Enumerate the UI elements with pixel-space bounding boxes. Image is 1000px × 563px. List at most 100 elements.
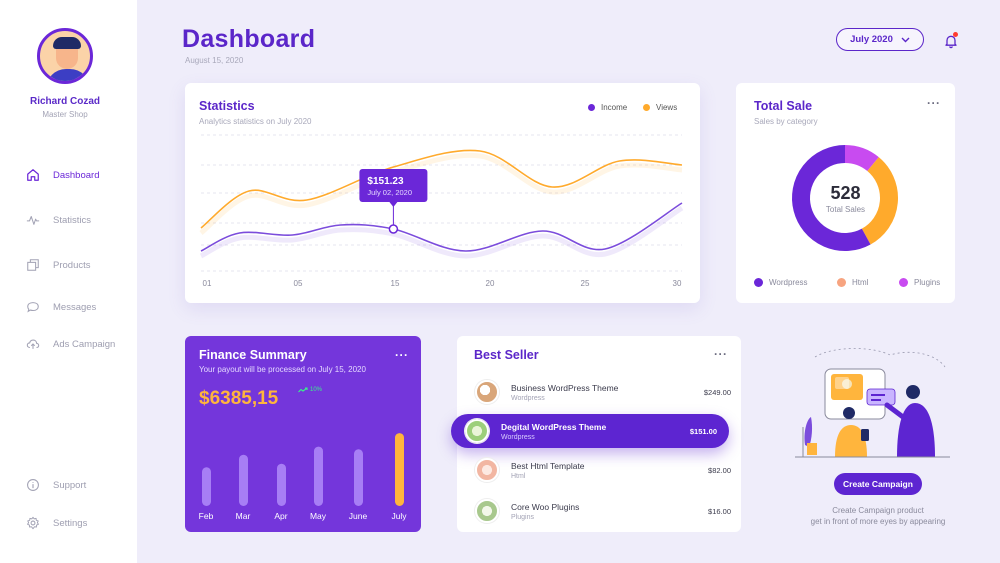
product-thumbnail <box>465 419 489 443</box>
more-options-icon[interactable]: ··· <box>927 96 941 110</box>
list-item[interactable]: Core Woo Plugins Plugins $16.00 <box>471 493 731 529</box>
sidebar-item-label: Products <box>53 259 91 271</box>
sidebar-item-label: Settings <box>53 517 88 529</box>
sidebar-item-ads-campaign[interactable]: Ads Campaign <box>26 336 115 352</box>
sidebar-item-label: Messages <box>53 301 97 313</box>
sidebar-item-label: Dashboard <box>53 169 100 181</box>
product-thumbnail <box>475 458 499 482</box>
product-category: Html <box>511 472 526 480</box>
series-shadow-views <box>199 152 683 235</box>
total-sale-title: Total Sale <box>754 99 813 113</box>
info-icon <box>27 479 39 491</box>
bar-may[interactable] <box>314 446 323 506</box>
total-sale-subtitle: Sales by category <box>754 117 818 126</box>
series-line-views <box>200 149 683 229</box>
create-campaign-button[interactable]: Create Campaign <box>834 473 922 495</box>
legend-views-swatch <box>643 104 650 111</box>
product-category: Wordpress <box>511 394 545 402</box>
legend-plugins-swatch <box>899 278 908 287</box>
sidebar-item-products[interactable]: Products <box>26 257 91 273</box>
message-icon <box>27 302 39 313</box>
legend-html-label: Html <box>852 278 869 287</box>
legend-plugins-label: Plugins <box>914 278 941 287</box>
list-item[interactable]: Best Html Template Html $82.00 <box>471 452 731 488</box>
page-title: Dashboard <box>182 25 316 53</box>
x-tick-label: 20 <box>486 279 495 288</box>
legend-views-label: Views <box>656 103 678 112</box>
campaign-description-line1: Create Campaign product <box>832 506 924 515</box>
sidebar-item-settings[interactable]: Settings <box>26 515 87 531</box>
products-icon <box>27 259 39 271</box>
donut-slice-html[interactable] <box>861 157 898 245</box>
sidebar: Richard Cozad Master Shop Dashboard Stat… <box>0 0 137 563</box>
bar-apr[interactable] <box>277 463 286 506</box>
campaign-illustration <box>795 348 950 458</box>
bar-june[interactable] <box>354 449 363 506</box>
finance-subtitle: Your payout will be processed on July 15… <box>199 365 366 374</box>
total-sale-value: 528 <box>830 183 861 203</box>
notification-badge <box>953 32 958 37</box>
product-name: Business WordPress Theme <box>511 382 619 393</box>
bar-label-apr: Apr <box>274 511 288 521</box>
avatar-hair <box>53 37 81 49</box>
legend-html: Html <box>837 278 868 287</box>
campaign-description-line2: get in front of more eyes by appearing <box>810 516 946 526</box>
pulse-icon <box>26 215 40 225</box>
bar-july[interactable] <box>395 433 404 506</box>
list-item-selected[interactable]: Degital WordPress Theme Wordpress $151.0… <box>451 414 729 448</box>
chevron-down-icon <box>901 37 910 42</box>
product-price: $16.00 <box>708 506 731 516</box>
product-thumbnail <box>475 380 499 404</box>
series-shadow-income <box>199 205 684 259</box>
sidebar-item-support[interactable]: Support <box>26 477 86 493</box>
product-thumbnail <box>475 499 499 523</box>
list-item[interactable]: Business WordPress Theme Wordpress $249.… <box>471 374 731 410</box>
donut-slice-plugins[interactable] <box>844 145 879 172</box>
user-name: Richard Cozad <box>29 96 100 107</box>
sidebar-item-statistics[interactable]: Statistics <box>26 212 91 228</box>
product-price: $249.00 <box>703 387 731 397</box>
legend-plugins: Plugins <box>899 278 940 287</box>
sidebar-item-dashboard[interactable]: Dashboard <box>26 167 99 183</box>
statistics-subtitle: Analytics statistics on July 2020 <box>199 117 312 126</box>
home-icon <box>27 169 39 181</box>
sidebar-item-messages[interactable]: Messages <box>26 299 96 315</box>
bar-mar[interactable] <box>239 454 248 506</box>
avatar-body <box>46 69 90 81</box>
month-select-value: July 2020 <box>850 34 893 45</box>
more-options-icon[interactable]: ··· <box>714 347 728 361</box>
bar-label-feb: Feb <box>198 511 214 521</box>
avatar[interactable] <box>37 28 93 84</box>
legend-income-label: Income <box>601 103 628 112</box>
tooltip-value: $151.23 <box>367 176 404 187</box>
trend-up-icon <box>298 387 308 393</box>
product-price: $82.00 <box>708 465 731 475</box>
statistics-card: Statistics Analytics statistics on July … <box>185 83 700 303</box>
donut-slice-wordpress[interactable] <box>792 145 871 251</box>
gear-icon <box>27 516 39 530</box>
data-point-marker[interactable] <box>388 224 399 234</box>
bar-label-june: June <box>348 511 368 521</box>
total-sale-label: Total Sales <box>825 205 866 214</box>
bell-icon[interactable] <box>943 33 959 49</box>
legend-views: Views <box>643 103 677 112</box>
statistics-title: Statistics <box>199 99 255 113</box>
bar-feb[interactable] <box>202 467 211 506</box>
chart-tooltip <box>359 169 428 202</box>
finance-amount: $6385,15 <box>199 388 279 409</box>
bar-label-may: May <box>309 511 327 521</box>
x-tick-label: 25 <box>581 279 590 288</box>
legend-wordpress-swatch <box>754 278 763 287</box>
bar-label-mar: Mar <box>235 511 251 521</box>
month-select[interactable]: July 2020 <box>836 28 924 51</box>
more-options-icon[interactable]: ··· <box>395 348 409 362</box>
tooltip-date: July 02, 2020 <box>367 188 412 197</box>
finance-change-value: 10% <box>310 387 323 393</box>
finance-change: 10% <box>298 387 322 393</box>
campaign-description: Create Campaign product get in front of … <box>790 506 966 527</box>
cloud-upload-icon <box>26 339 40 349</box>
product-price: $151.00 <box>689 426 717 436</box>
legend-wordpress: Wordpress <box>754 278 808 287</box>
product-name: Degital WordPress Theme <box>501 421 607 432</box>
sidebar-item-label: Support <box>53 479 87 491</box>
